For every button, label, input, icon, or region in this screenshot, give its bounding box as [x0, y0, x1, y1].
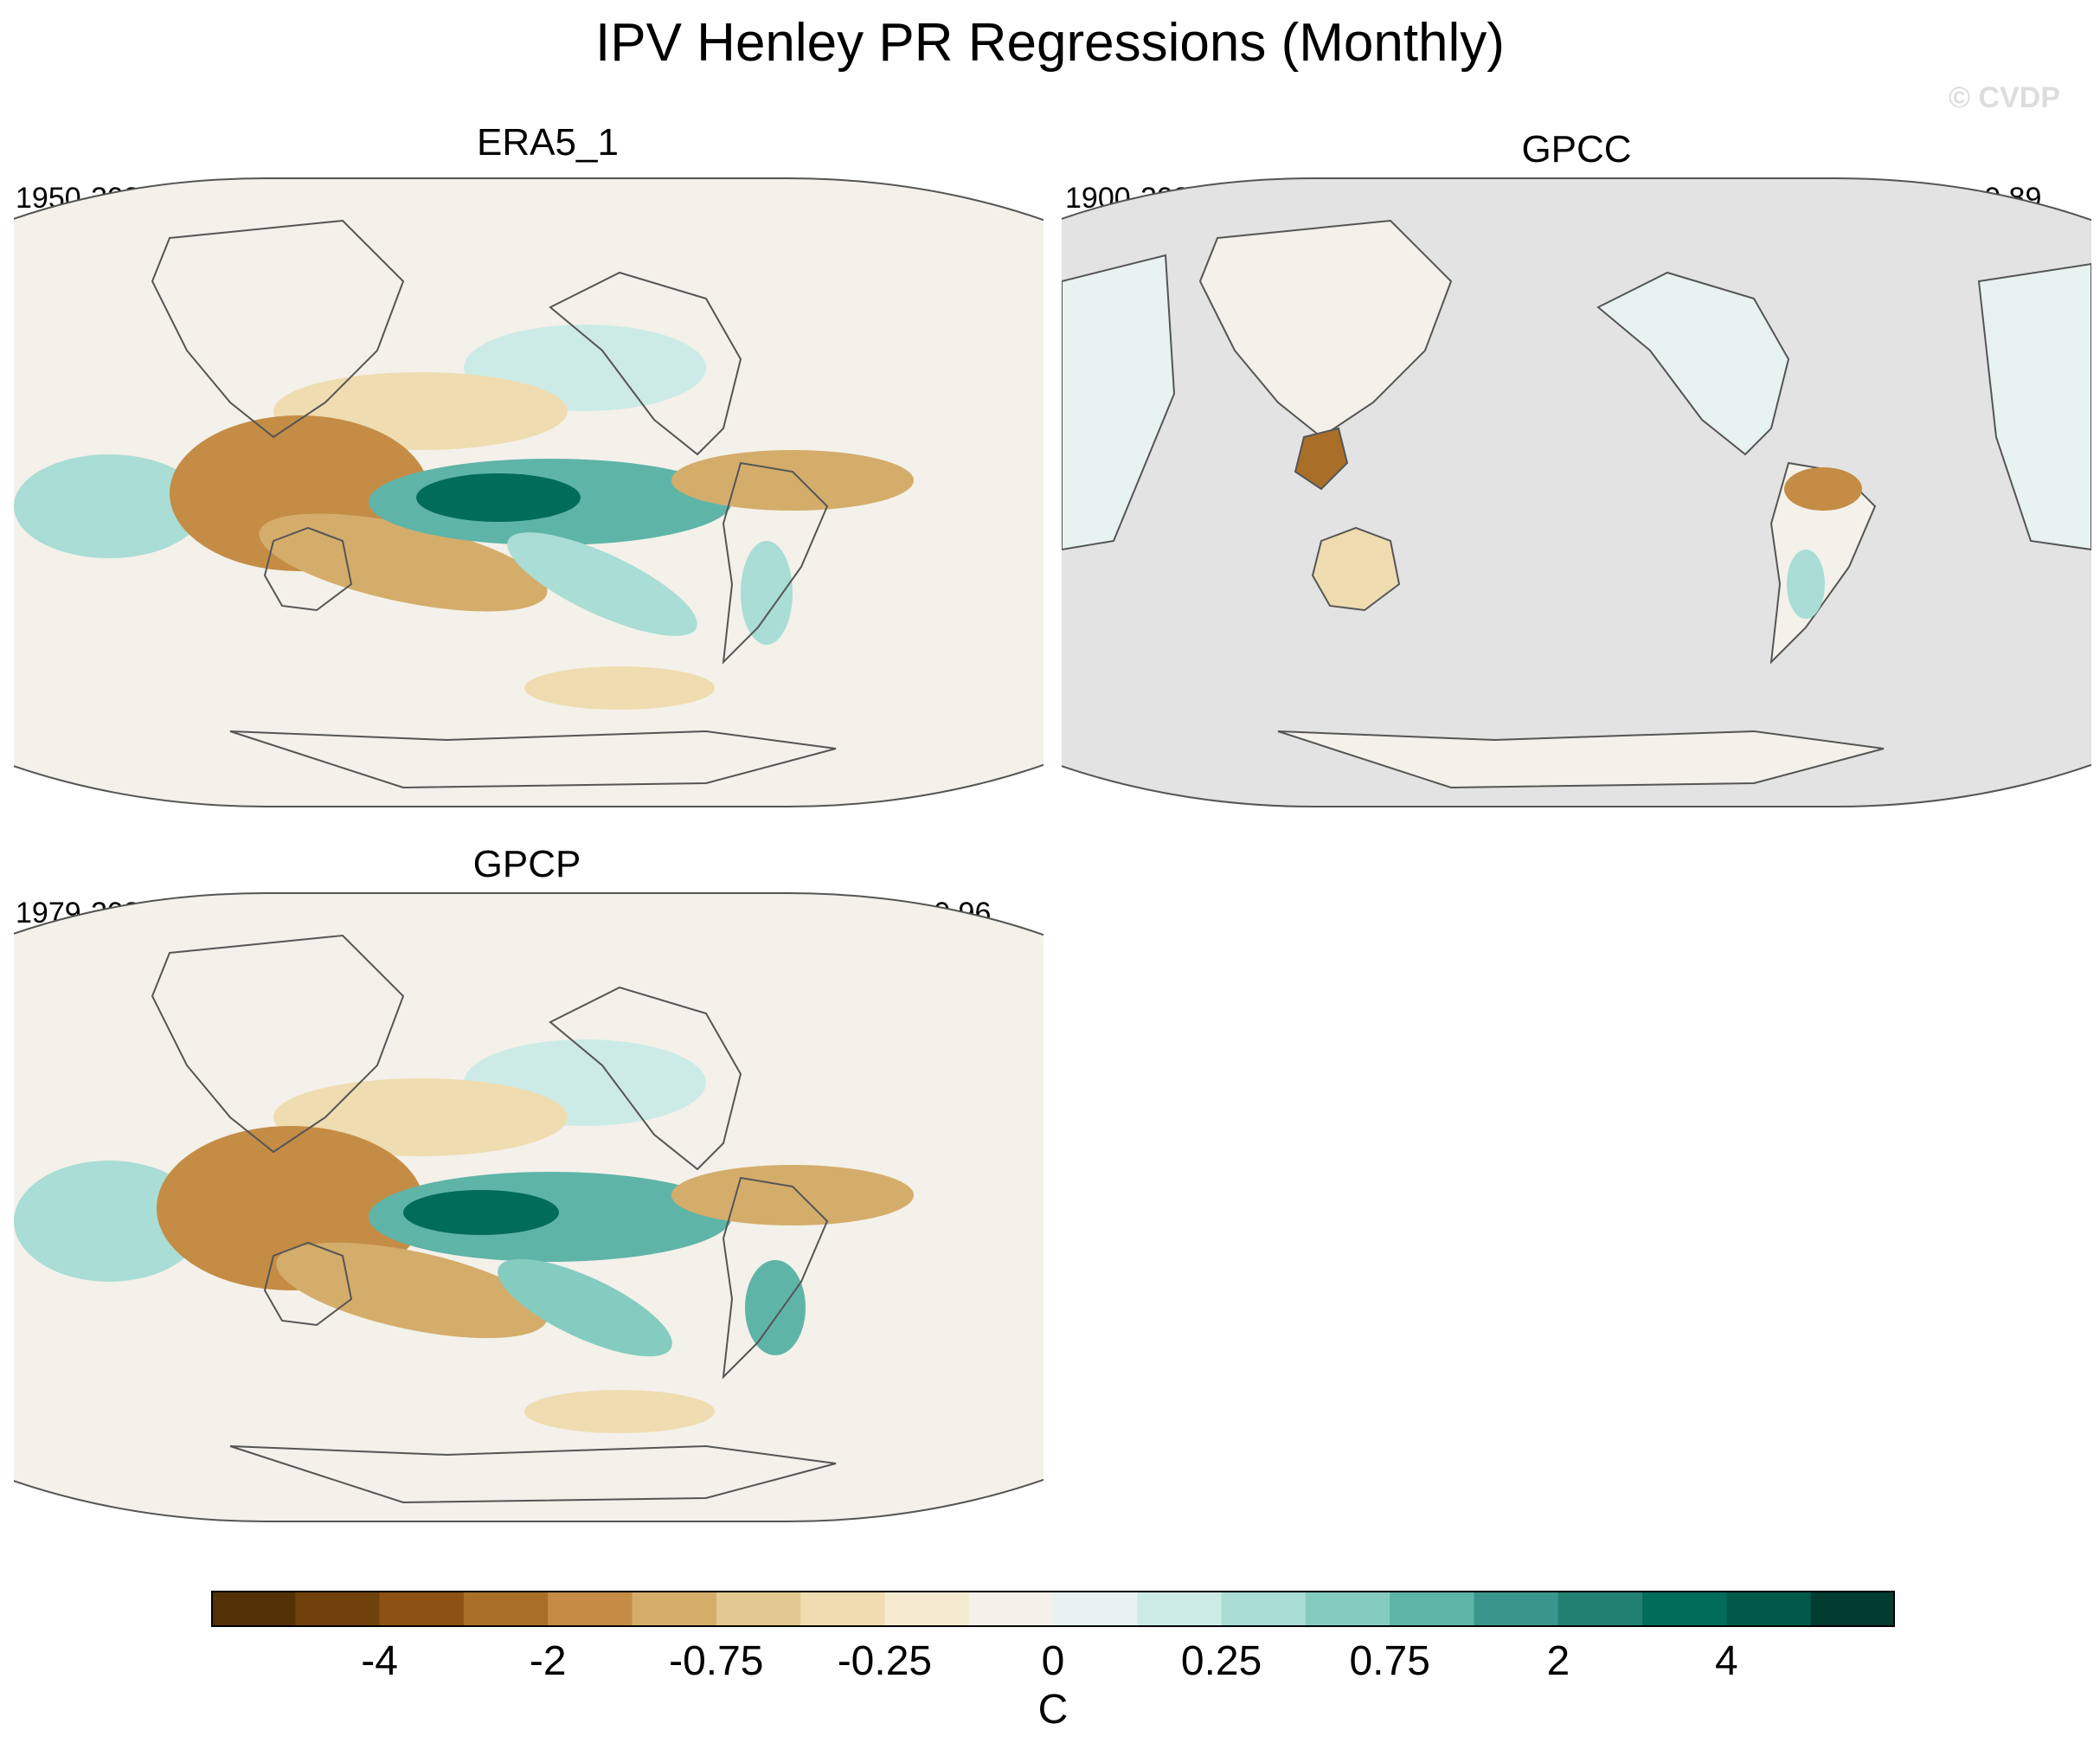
colorbar-tick-label: 0.75	[1349, 1638, 1430, 1684]
coastline-australia	[263, 526, 353, 612]
colorbar-swatch	[716, 1591, 801, 1627]
colorbar-swatch	[1137, 1591, 1223, 1627]
land-africa-east	[1977, 262, 2091, 551]
colorbar-swatch	[1221, 1591, 1307, 1627]
colorbar-tick-label: 4	[1715, 1638, 1738, 1684]
colorbar-swatch	[295, 1591, 381, 1627]
colorbar	[211, 1591, 1895, 1627]
coastline-australia	[263, 1241, 353, 1327]
coastline-antarctica	[229, 1444, 837, 1504]
colorbar-swatch	[1390, 1591, 1474, 1627]
coastline-north-america	[549, 271, 742, 456]
colorbar-border	[211, 1591, 1895, 1627]
colorbar-swatch	[884, 1591, 970, 1627]
colorbar-swatch	[211, 1591, 296, 1627]
positive-anomaly-south-america	[741, 541, 793, 645]
land-asia	[1198, 219, 1453, 439]
negative-anomaly-southern-ocean	[524, 1390, 715, 1433]
colorbar-tick-label: 0	[1041, 1638, 1065, 1684]
positive-anomaly-south-pacific	[498, 1258, 672, 1357]
map-outline	[14, 177, 1044, 807]
land-antarctica	[1277, 730, 1885, 789]
colorbar-tick-label: 0.25	[1180, 1638, 1262, 1684]
colorbar-swatch	[1726, 1591, 1812, 1627]
coastline-north-america	[549, 986, 742, 1171]
colorbar-swatch	[800, 1591, 885, 1627]
colorbar-tick-label: -0.75	[669, 1638, 764, 1684]
positive-anomaly-core	[416, 473, 581, 522]
colorbar-swatch	[968, 1591, 1054, 1627]
land-australia	[1311, 526, 1401, 612]
negative-anomaly-atlantic	[671, 450, 914, 511]
land-north-america	[1596, 271, 1790, 456]
positive-anomaly-core	[403, 1190, 559, 1235]
figure-title: IPV Henley PR Regressions (Monthly)	[595, 13, 1505, 73]
colorbar-tick-label: 2	[1546, 1638, 1570, 1684]
coastline-south-america	[722, 1176, 829, 1380]
map-gpcc	[1062, 177, 2091, 807]
colorbar-swatch	[379, 1591, 465, 1627]
negative-anomaly-spcz	[259, 513, 548, 612]
negative-anomaly-atlantic	[671, 1165, 914, 1225]
map-outline	[14, 892, 1044, 1522]
map-era5	[14, 177, 1044, 807]
coastline-asia	[151, 934, 405, 1154]
coastline-south-america	[722, 461, 829, 665]
map-outline	[1062, 177, 2091, 807]
land-maritime-continent	[1294, 427, 1349, 491]
positive-anomaly-indian-ocean	[14, 454, 204, 558]
colorbar-swatch	[548, 1591, 633, 1627]
colorbar-swatch	[632, 1591, 717, 1627]
watermark: © CVDP	[1949, 81, 2060, 114]
colorbar-swatch	[1642, 1591, 1727, 1627]
colorbar-swatch	[1810, 1591, 1895, 1627]
colorbar-swatch	[1053, 1591, 1138, 1627]
negative-anomaly-southern-ocean	[524, 666, 715, 710]
land-africa-west	[1062, 254, 1176, 551]
positive-anomaly-south-pacific	[507, 532, 697, 636]
colorbar-tick-label: -0.25	[837, 1638, 933, 1684]
panel-title-gpcc: GPCC	[1521, 128, 1632, 170]
panel-title-era5: ERA5_1	[477, 121, 619, 164]
colorbar-unit: C	[1037, 1687, 1069, 1733]
panel-title-gpcp: GPCP	[472, 843, 581, 885]
map-gpcp	[14, 892, 1044, 1522]
colorbar-swatch	[1474, 1591, 1559, 1627]
positive-anomaly-south-america	[745, 1260, 806, 1355]
colorbar-tick-label: -4	[361, 1638, 398, 1684]
colorbar-swatch	[1305, 1591, 1390, 1627]
coastline-asia	[151, 219, 405, 439]
colorbar-tick-label: -2	[529, 1638, 567, 1684]
colorbar-swatch	[463, 1591, 549, 1627]
colorbar-swatch	[1557, 1591, 1643, 1627]
coastline-antarctica	[229, 730, 837, 789]
positive-anomaly-southeast-south-america	[1787, 550, 1825, 619]
negative-anomaly-amazon	[1784, 467, 1862, 511]
positive-anomaly-indian-ocean	[14, 1161, 204, 1282]
